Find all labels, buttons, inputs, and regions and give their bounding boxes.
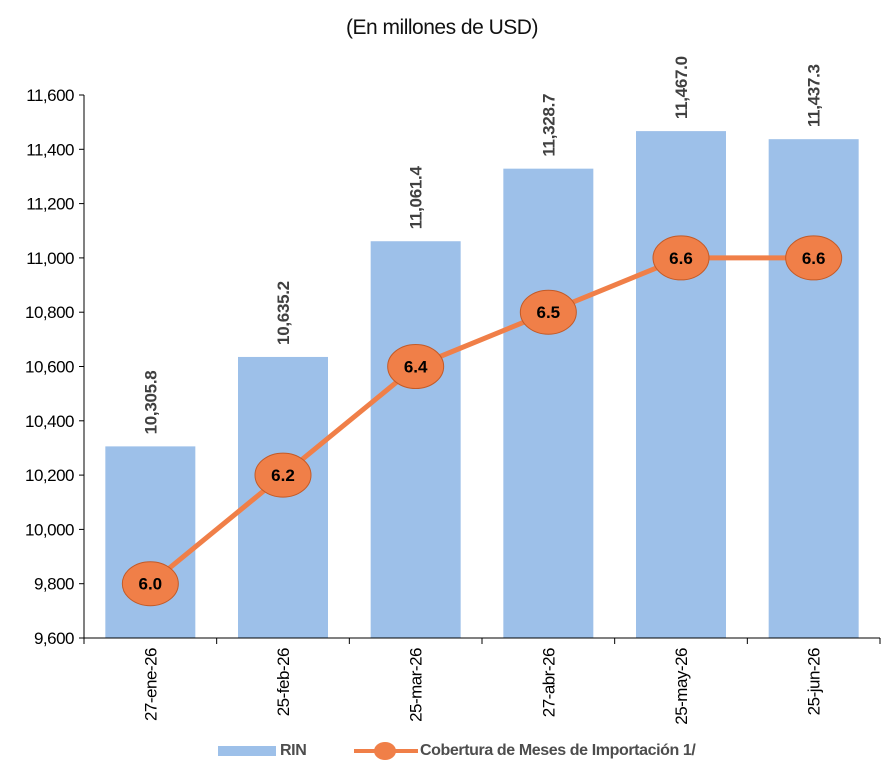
coverage-point-label: 6.6 — [669, 249, 693, 268]
y-tick-label: 11,200 — [26, 195, 74, 214]
y-tick-label: 11,400 — [26, 140, 74, 159]
legend-bar-swatch — [218, 746, 276, 756]
legend: RIN Cobertura de Meses de Importación 1/ — [0, 742, 884, 764]
x-tick-label: 25-may-26 — [672, 648, 691, 725]
x-tick-label: 25-mar-26 — [407, 648, 426, 722]
y-tick-label: 10,600 — [25, 358, 74, 377]
y-tick-label: 10,000 — [25, 520, 74, 539]
legend-line-swatch — [354, 742, 418, 760]
bar-rin — [503, 168, 594, 638]
coverage-point — [254, 452, 312, 498]
x-tick-label: 27-ene-26 — [141, 648, 160, 721]
x-tick-label: 27-abr-26 — [539, 648, 558, 717]
legend-item-coverage: Cobertura de Meses de Importación 1/ — [354, 742, 696, 760]
bar-value-label: 10,305.8 — [141, 371, 160, 435]
coverage-point-label: 6.4 — [404, 358, 428, 377]
bar-rin — [636, 131, 726, 638]
coverage-point-label: 6.6 — [802, 249, 826, 268]
x-tick-label: 25-feb-26 — [274, 648, 293, 716]
bars-layer: 10,305.8 10,635.2 11,061.4 11,328.7 11,467.0… — [105, 56, 859, 639]
bar-rin — [105, 446, 196, 638]
coverage-point — [121, 561, 179, 607]
coverage-point-label: 6.5 — [537, 303, 561, 322]
x-tick-label: 25-jun-26 — [805, 648, 824, 715]
coverage-point — [519, 289, 577, 335]
legend-label-rin: RIN — [280, 742, 307, 759]
bar-rin — [370, 241, 461, 638]
y-tick-label: 9,800 — [34, 575, 74, 594]
coverage-point — [652, 235, 710, 281]
legend-label-coverage: Cobertura de Meses de Importación 1/ — [420, 742, 696, 759]
axes-layer: 9,600 9,800 10,000 10,200 10,400 10,600 10,800… — [25, 86, 881, 725]
coverage-point — [387, 344, 445, 389]
y-tick-label: 10,200 — [25, 466, 74, 485]
bar-value-label: 11,437.3 — [805, 64, 824, 127]
chart-subtitle: (En millones de USD) — [346, 16, 538, 39]
bar-value-label: 10,635.2 — [274, 281, 293, 345]
y-tick-label: 10,800 — [25, 303, 74, 322]
line-layer: 6.0 6.2 6.4 6.5 6.6 6.6 — [121, 235, 843, 607]
legend-item-rin: RIN — [218, 742, 307, 760]
bar-value-label: 11,061.4 — [407, 166, 426, 230]
y-tick-label: 11,600 — [26, 86, 74, 105]
y-tick-label: 11,000 — [26, 249, 74, 268]
y-tick-label: 9,600 — [34, 629, 74, 648]
bar-rin — [768, 139, 859, 639]
bar-value-label: 11,467.0 — [672, 56, 691, 119]
bar-value-label: 11,328.7 — [539, 94, 558, 157]
coverage-point — [785, 235, 843, 281]
coverage-point-label: 6.2 — [271, 466, 295, 485]
y-tick-label: 10,400 — [25, 412, 74, 431]
coverage-point-label: 6.0 — [139, 575, 163, 594]
